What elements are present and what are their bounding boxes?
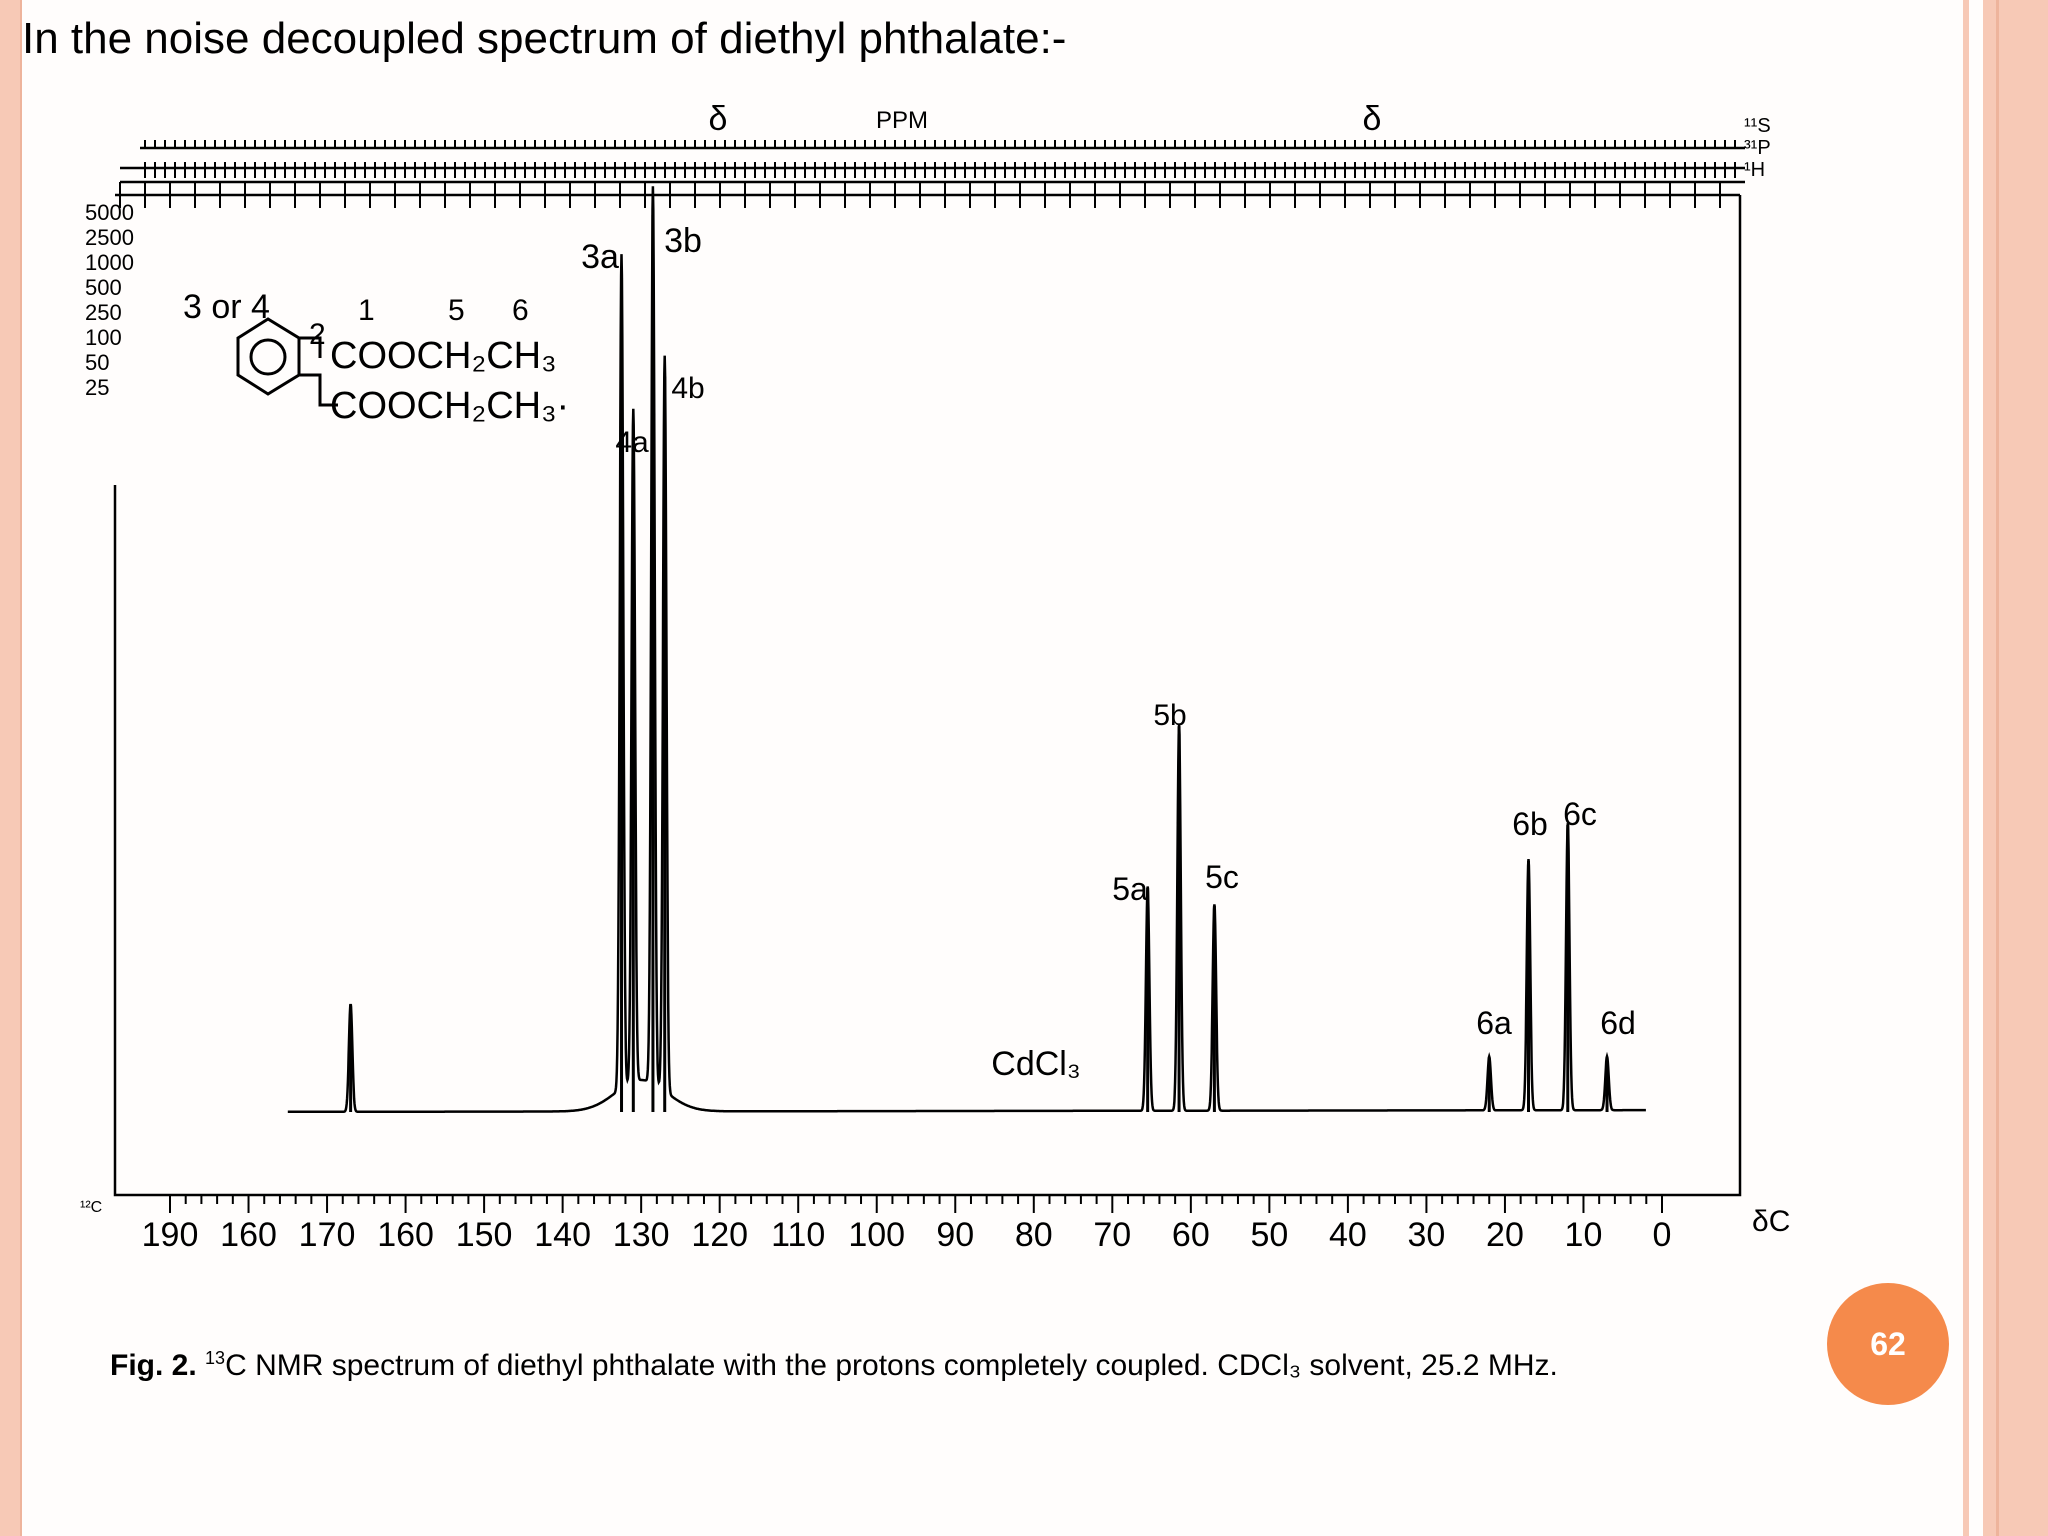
x-tick-label: 90 xyxy=(936,1216,974,1254)
carbon-number: 6 xyxy=(512,294,529,327)
peak-label-6c: 6c xyxy=(1563,796,1597,832)
x-tick-label: 160 xyxy=(220,1216,277,1254)
header-delta-right: δ xyxy=(1363,100,1382,138)
sweep-width-label: 25 xyxy=(85,375,109,400)
sweep-width-label: 5000 xyxy=(85,200,134,225)
x-tick-label: 190 xyxy=(142,1216,199,1254)
header-delta-left: δ xyxy=(709,100,728,138)
x-tick-label: 140 xyxy=(534,1216,591,1254)
x-tick-label: 150 xyxy=(456,1216,513,1254)
sweep-width-label: 50 xyxy=(85,350,109,375)
plot-frame xyxy=(113,195,1742,1197)
x-tick-label: 30 xyxy=(1408,1216,1446,1254)
caption-text: C NMR spectrum of diethyl phthalate with… xyxy=(225,1349,1558,1382)
slide-left-border-line xyxy=(20,0,22,1536)
spectrum-ticks xyxy=(119,140,1736,1213)
peak-label-5a: 5a xyxy=(1112,871,1148,907)
x-tick-label: 70 xyxy=(1093,1216,1131,1254)
slide-left-border xyxy=(0,0,20,1536)
sweep-width-label: 250 xyxy=(85,300,122,325)
spectrum-trace xyxy=(287,186,1646,1114)
x-tick-label: 20 xyxy=(1486,1216,1524,1254)
x-tick-label: 170 xyxy=(299,1216,356,1254)
peak-label-3a: 3a xyxy=(581,238,619,276)
solvent-label: CdCl₃ xyxy=(991,1045,1080,1083)
carbon-number: 1 xyxy=(358,294,375,327)
nucleus-label: ³¹P xyxy=(1744,137,1771,159)
ring-position-label: 3 or 4 xyxy=(183,288,270,326)
x-tick-label: 10 xyxy=(1565,1216,1603,1254)
molecule-structure: 3 or 4 21 5 6 COOCH₂CH₃ COOCH₂CH₃· xyxy=(183,288,569,427)
x-tick-label: 120 xyxy=(691,1216,748,1254)
x-tick-label: 40 xyxy=(1329,1216,1367,1254)
carbon-number: 2 xyxy=(309,318,326,351)
nucleus-label: ¹H xyxy=(1744,159,1765,181)
sweep-width-label: 2500 xyxy=(85,225,134,250)
sweep-width-label: 100 xyxy=(85,325,122,350)
spectrum-line xyxy=(287,186,1646,1114)
slide-right-border-line xyxy=(1996,0,1999,1536)
x-tick-label: 50 xyxy=(1250,1216,1288,1254)
benzene-ring xyxy=(236,317,301,396)
peak-label-4b: 4b xyxy=(671,372,704,405)
benzene-ring-circle xyxy=(249,338,287,376)
slide-title: In the noise decoupled spectrum of dieth… xyxy=(22,14,1067,63)
sweep-width-label: 500 xyxy=(85,275,122,300)
x-tick-label: 0 xyxy=(1653,1216,1672,1254)
peak-label-4a: 4a xyxy=(615,426,649,459)
page-number-badge: 62 xyxy=(1827,1283,1949,1405)
figure-caption: Fig. 2. 13C NMR spectrum of diethyl phth… xyxy=(110,1348,1558,1383)
slide-right-stripe xyxy=(1963,0,1969,1536)
x-axis-label: δC xyxy=(1752,1205,1790,1238)
x-tick-label: 60 xyxy=(1172,1216,1210,1254)
carbon-number: 5 xyxy=(448,294,465,327)
caption-isotope: 13 xyxy=(205,1348,226,1368)
ester-line-2: COOCH₂CH₃· xyxy=(330,385,569,427)
peak-label-6b: 6b xyxy=(1512,806,1548,842)
x-tick-label: 130 xyxy=(613,1216,670,1254)
peak-label-5b: 5b xyxy=(1153,699,1186,732)
x-tick-label: 100 xyxy=(848,1216,905,1254)
x-tick-label: 110 xyxy=(771,1216,825,1254)
x-tick-label: 160 xyxy=(377,1216,434,1254)
bottom-nucleus-label: ¹²C xyxy=(80,1199,102,1216)
ester-line-1: COOCH₂CH₃ xyxy=(330,335,557,377)
sweep-width-label: 1000 xyxy=(85,250,134,275)
nucleus-label: ¹¹S xyxy=(1744,115,1771,137)
x-tick-label: 80 xyxy=(1015,1216,1053,1254)
peak-label-6d: 6d xyxy=(1600,1005,1636,1041)
peak-label-6a: 6a xyxy=(1476,1005,1512,1041)
slide-right-border xyxy=(1983,0,2048,1536)
ester-bond xyxy=(299,336,322,358)
spectrum-labels: 190 160 170 160 150 140 130 120 110 100 90 80 70 60 50… xyxy=(80,100,1790,1254)
peak-label-5c: 5c xyxy=(1205,859,1239,895)
peak-label-3b: 3b xyxy=(664,222,702,260)
caption-fig-label: Fig. 2. xyxy=(110,1349,197,1382)
ester-bond xyxy=(299,373,338,407)
header-ppm: PPM xyxy=(876,107,928,134)
